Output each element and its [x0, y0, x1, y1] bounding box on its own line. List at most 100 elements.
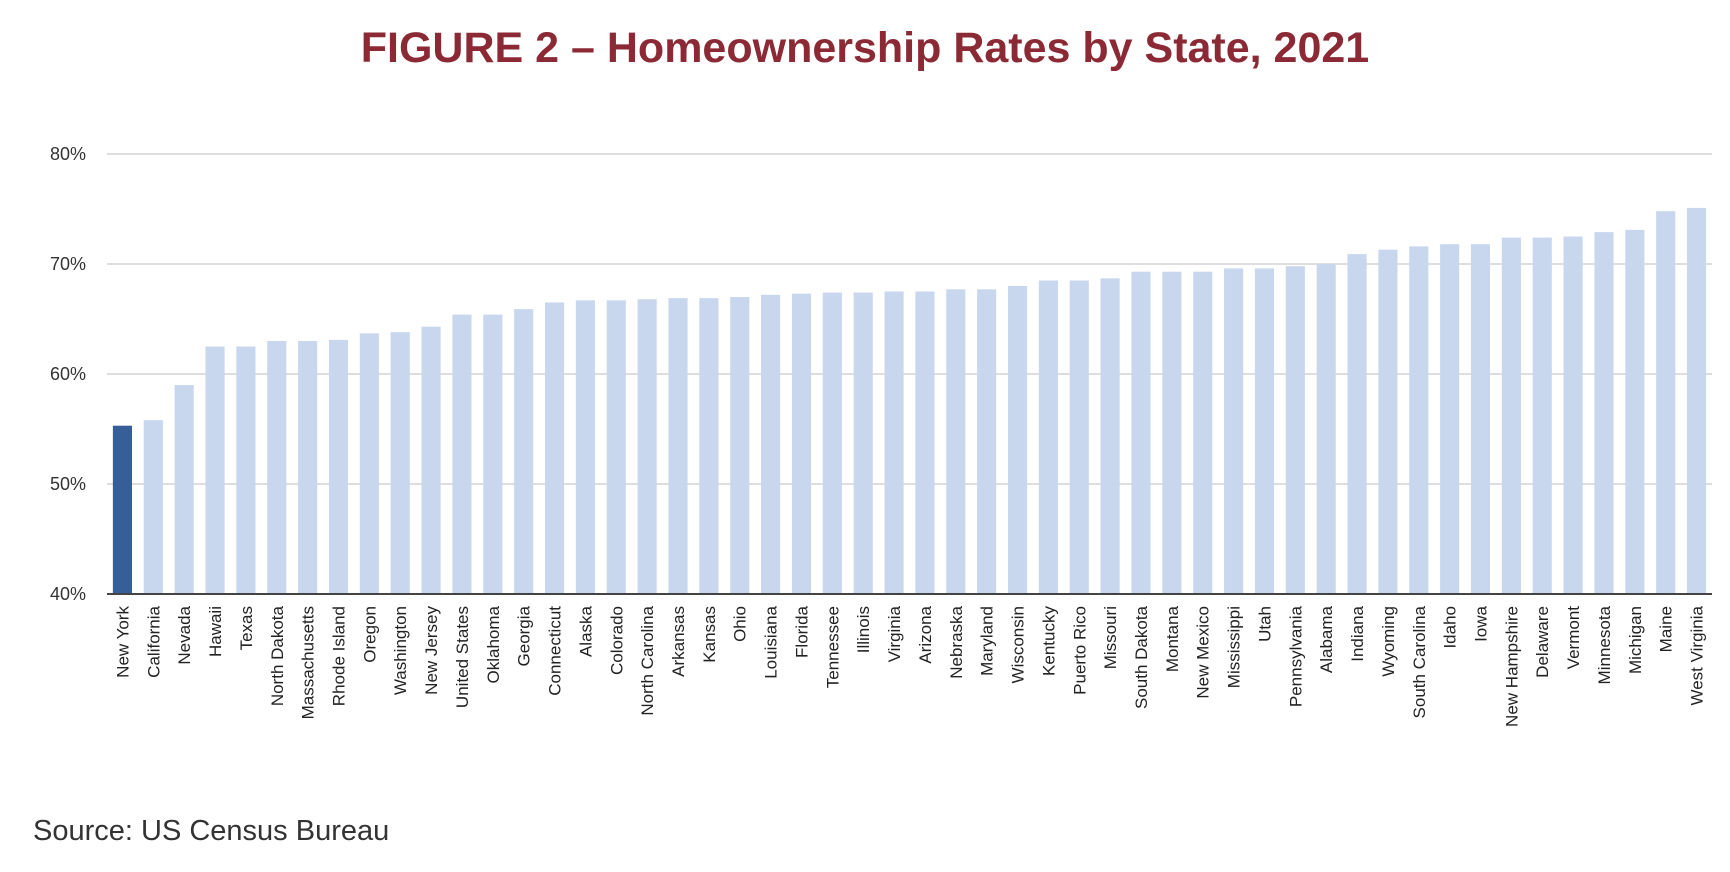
x-tick-label: Oregon: [360, 606, 379, 663]
x-tick-label: Pennsylvania: [1286, 605, 1305, 707]
x-tick-label: Mississippi: [1225, 606, 1244, 688]
x-tick-label: Iowa: [1472, 605, 1491, 641]
chart-title: FIGURE 2 – Homeownership Rates by State,…: [360, 24, 1370, 72]
bar: [791, 293, 812, 593]
bar: [1470, 244, 1491, 593]
x-tick-label: Idaho: [1441, 606, 1460, 649]
bar: [1069, 280, 1089, 593]
bar: [236, 346, 256, 593]
source-note: Source: US Census Bureau: [33, 815, 390, 847]
x-tick-label: Delaware: [1533, 606, 1552, 678]
bar: [1131, 271, 1151, 593]
bar: [1656, 211, 1676, 593]
x-tick-label: Arkansas: [669, 606, 688, 677]
x-tick-label: New Jersey: [422, 606, 441, 695]
bar: [514, 309, 534, 593]
x-tick-label: Georgia: [515, 605, 534, 666]
bar: [112, 425, 133, 593]
bar: [483, 314, 503, 593]
bar: [575, 300, 595, 593]
x-tick-label: Michigan: [1626, 606, 1645, 674]
bar: [267, 341, 287, 593]
x-tick-label: Indiana: [1348, 605, 1367, 661]
bar: [1038, 280, 1058, 593]
x-tick-label: Arizona: [916, 605, 935, 663]
x-tick-label: Illinois: [854, 606, 873, 653]
bar: [1347, 254, 1367, 593]
bar: [884, 291, 904, 593]
bar: [1285, 266, 1305, 593]
x-tick-label: Alabama: [1317, 605, 1336, 673]
bar: [1686, 207, 1707, 593]
bar: [421, 326, 441, 593]
x-tick-label: West Virginia: [1688, 605, 1707, 705]
x-tick-label: Tennessee: [823, 606, 842, 688]
x-tick-label: Texas: [237, 606, 256, 650]
bar: [606, 300, 626, 593]
bar: [1409, 246, 1429, 593]
bar: [298, 341, 318, 593]
x-tick-label: Louisiana: [762, 605, 781, 678]
x-tick-label: South Carolina: [1410, 605, 1429, 718]
x-tick-label: Ohio: [731, 606, 750, 642]
x-tick-label: Wyoming: [1379, 606, 1398, 677]
bar: [1378, 249, 1398, 593]
x-tick-label: Vermont: [1564, 606, 1583, 670]
bar: [668, 298, 688, 593]
x-tick-label: Kentucky: [1039, 606, 1058, 676]
x-tick-label: Montana: [1163, 605, 1182, 672]
y-tick-label: 40%: [50, 584, 86, 604]
y-tick-label: 80%: [50, 144, 86, 164]
bar: [915, 291, 935, 593]
bar: [1162, 271, 1182, 593]
x-tick-label: South Dakota: [1132, 605, 1151, 709]
bar: [1594, 232, 1614, 593]
x-tick-label: Missouri: [1101, 606, 1120, 669]
bar: [730, 297, 750, 593]
bar: [1254, 268, 1275, 593]
x-tick-label: New York: [113, 606, 132, 678]
x-tick-label: Rhode Island: [329, 606, 348, 706]
x-tick-label: Hawaii: [206, 606, 225, 657]
bar: [853, 292, 873, 593]
x-tick-label: New Mexico: [1194, 606, 1213, 699]
bar: [1007, 286, 1028, 593]
bar: [205, 346, 225, 593]
x-tick-label: United States: [453, 606, 472, 708]
x-tick-label: Florida: [792, 605, 811, 658]
y-tick-label: 60%: [50, 364, 86, 384]
x-tick-label: Colorado: [607, 606, 626, 675]
bar: [544, 302, 565, 593]
bar: [761, 294, 781, 593]
bar: [1563, 236, 1583, 593]
x-tick-label: Maine: [1657, 606, 1676, 652]
bar: [452, 314, 472, 593]
bar: [143, 420, 163, 593]
x-tick-label: Minnesota: [1595, 605, 1614, 684]
bar: [1316, 264, 1336, 593]
bar: [1224, 268, 1244, 593]
bar: [946, 289, 966, 593]
x-tick-label: Maryland: [978, 606, 997, 676]
x-tick-label: Washington: [391, 606, 410, 695]
x-tick-label: Nebraska: [947, 605, 966, 678]
bar: [977, 289, 997, 593]
x-tick-label: Connecticut: [546, 606, 565, 696]
x-tick-label: New Hampshire: [1502, 606, 1521, 727]
bar: [1100, 278, 1120, 593]
x-tick-label: Massachusetts: [299, 606, 318, 719]
bar: [174, 385, 194, 593]
bar: [1440, 244, 1460, 593]
bar: [390, 332, 410, 593]
x-tick-label: North Carolina: [638, 605, 657, 715]
bar: [359, 333, 379, 593]
bar: [1193, 271, 1213, 593]
x-tick-label: Oklahoma: [484, 605, 503, 683]
bar: [822, 292, 842, 593]
x-tick-label: Alaska: [576, 605, 595, 657]
x-tick-label: Utah: [1255, 606, 1274, 642]
x-tick-label: Kansas: [700, 606, 719, 663]
bar: [328, 339, 349, 593]
x-tick-label: California: [144, 605, 163, 677]
